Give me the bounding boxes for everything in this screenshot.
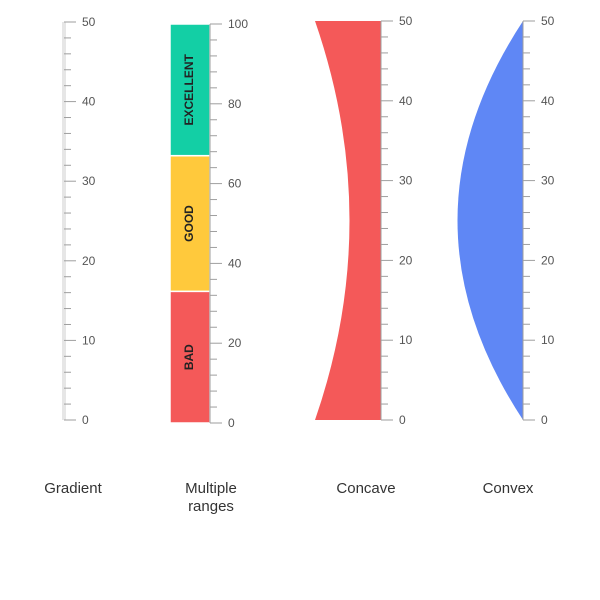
gradient-caption: Gradient bbox=[44, 480, 102, 497]
tick-label: 30 bbox=[399, 174, 413, 188]
tick-label: 100 bbox=[228, 17, 248, 31]
tick-label: 60 bbox=[228, 177, 242, 191]
tick-label: 20 bbox=[399, 253, 413, 267]
tick-label: 40 bbox=[228, 256, 242, 270]
tick-label: 50 bbox=[541, 14, 555, 28]
convex-caption: Convex bbox=[482, 480, 534, 497]
convex-shape bbox=[457, 21, 523, 420]
tick-label: 40 bbox=[82, 95, 96, 109]
tick-label: 10 bbox=[82, 333, 96, 347]
tick-label: 50 bbox=[82, 15, 96, 29]
tick-label: 0 bbox=[82, 413, 89, 427]
tick-label: 30 bbox=[541, 174, 555, 188]
convex-gauge: 0 10 20 30 40 50 bbox=[457, 14, 555, 427]
range-band-excellent bbox=[169, 23, 211, 157]
range-label-excellent: EXCELLENT bbox=[182, 53, 196, 125]
tick-label: 30 bbox=[82, 174, 96, 188]
tick-label: 0 bbox=[541, 413, 548, 427]
tick-label: 0 bbox=[399, 413, 406, 427]
tick-label: 20 bbox=[541, 253, 555, 267]
range-band-bad bbox=[169, 290, 211, 424]
gradient-gauge: 0 10 20 30 40 50 bbox=[44, 15, 96, 427]
tick-label: 40 bbox=[399, 94, 413, 108]
tick-label: 0 bbox=[228, 416, 235, 430]
multiple-ranges-caption: Multiple ranges bbox=[151, 480, 271, 516]
concave-gauge: 0 10 20 30 40 50 bbox=[315, 14, 413, 427]
multiple-ranges-caption-line-1: Multiple bbox=[185, 480, 237, 497]
concave-caption: Concave bbox=[336, 480, 396, 497]
concave-shape bbox=[315, 21, 381, 420]
tick-label: 50 bbox=[399, 14, 413, 28]
range-label-bad: BAD bbox=[182, 344, 196, 370]
multiple-ranges-gauge: BAD GOOD EXCELLENT 0 20 40 60 80 100 bbox=[169, 17, 248, 430]
tick-label: 20 bbox=[228, 336, 242, 350]
tick-label: 80 bbox=[228, 97, 242, 111]
tick-label: 10 bbox=[541, 333, 555, 347]
multiple-ranges-caption-line-2: ranges bbox=[188, 498, 234, 515]
range-band-good bbox=[169, 154, 211, 293]
tick-label: 10 bbox=[399, 333, 413, 347]
tick-label: 40 bbox=[541, 94, 555, 108]
tick-label: 20 bbox=[82, 254, 96, 268]
range-label-good: GOOD bbox=[182, 205, 196, 242]
